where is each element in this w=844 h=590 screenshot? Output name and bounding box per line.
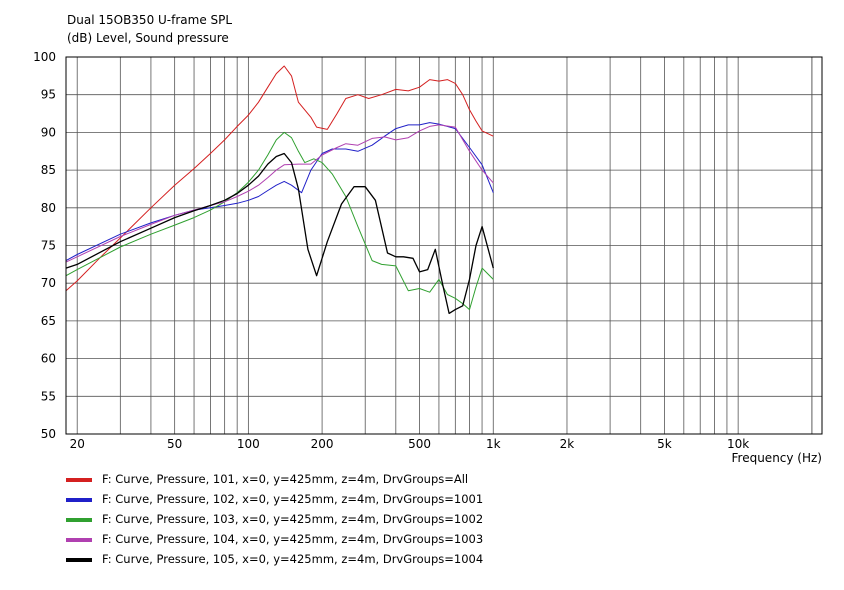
x-tick-label: 10k	[727, 437, 749, 451]
x-tick-label: 1k	[486, 437, 501, 451]
y-tick-label: 100	[33, 50, 56, 64]
legend-swatch	[66, 478, 92, 482]
legend-swatch	[66, 538, 92, 542]
y-tick-labels: 50 55 60 65 70 75 80 85 90 95 100	[33, 50, 56, 441]
y-tick-label: 85	[41, 163, 56, 177]
x-tick-label: 100	[237, 437, 260, 451]
series-line-3	[65, 131, 494, 311]
series-line-5	[65, 152, 494, 315]
legend-swatch	[66, 518, 92, 522]
x-tick-label: 5k	[657, 437, 672, 451]
y-tick-label: 75	[41, 239, 56, 253]
legend-label: F: Curve, Pressure, 101, x=0, y=425mm, z…	[102, 472, 469, 486]
y-tick-label: 80	[41, 201, 56, 215]
y-tick-label: 55	[41, 389, 56, 403]
x-tick-labels: 20 50 100 200 500 1k 2k 5k 10k	[70, 437, 750, 451]
x-axis-label: Frequency (Hz)	[732, 451, 823, 465]
series-line-1	[65, 65, 494, 292]
y-tick-label: 60	[41, 352, 56, 366]
y-tick-label: 95	[41, 88, 56, 102]
legend-label: F: Curve, Pressure, 104, x=0, y=425mm, z…	[102, 532, 484, 546]
legend-swatch	[66, 558, 92, 562]
x-tick-label: 2k	[560, 437, 575, 451]
legend-label: F: Curve, Pressure, 103, x=0, y=425mm, z…	[102, 512, 484, 526]
x-tick-label: 200	[311, 437, 334, 451]
chart-title: Dual 15OB350 U-frame SPL	[67, 13, 233, 27]
legend-label: F: Curve, Pressure, 105, x=0, y=425mm, z…	[102, 552, 484, 566]
y-tick-label: 90	[41, 125, 56, 139]
y-tick-label: 70	[41, 276, 56, 290]
y-axis-label: (dB) Level, Sound pressure	[67, 31, 229, 45]
series-line-4	[65, 124, 494, 263]
legend-label: F: Curve, Pressure, 102, x=0, y=425mm, z…	[102, 492, 484, 506]
plot-border	[65, 56, 823, 435]
x-tick-label: 50	[167, 437, 182, 451]
x-tick-label: 500	[408, 437, 431, 451]
y-tick-label: 50	[41, 427, 56, 441]
series-line-2	[65, 122, 494, 262]
grid	[66, 56, 822, 435]
y-tick-label: 65	[41, 314, 56, 328]
legend-swatch	[66, 498, 92, 502]
series-lines	[65, 65, 494, 315]
x-tick-label: 20	[70, 437, 85, 451]
